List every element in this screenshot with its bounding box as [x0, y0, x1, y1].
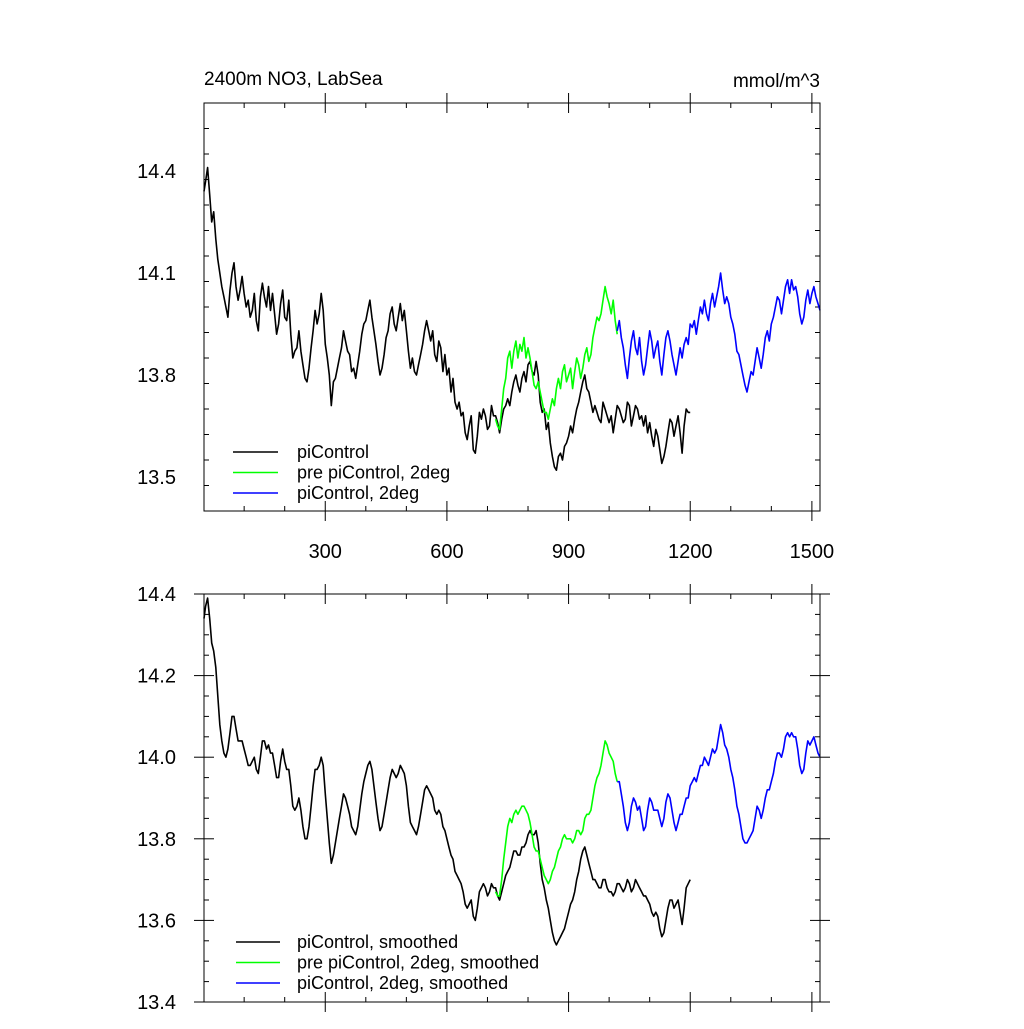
top-legend-label-2: piControl, 2deg [297, 483, 419, 503]
bottom-series [203, 597, 821, 946]
bottom-series-line-1 [494, 740, 618, 897]
bottom-y-tick-label: 13.4 [137, 992, 176, 1014]
top-x-tick-label: 1500 [790, 541, 835, 563]
top-y-tick-label: 14.1 [137, 263, 176, 285]
top-x-tick-label: 1200 [668, 541, 713, 563]
bottom-series-line-0 [203, 597, 691, 946]
bottom-series-line-2 [617, 723, 821, 844]
top-legend-label-0: piControl [297, 442, 369, 462]
top-axis-ticks: 300 600 900 1200 1500 13.5 13.8 14.1 14.4 [137, 93, 834, 563]
bottom-y-tick-label: 14.4 [137, 584, 176, 606]
bottom-axis-ticks: 13.4 13.6 13.8 14.0 14.2 14.4 [137, 584, 830, 1014]
top-legend-label-1: pre piControl, 2deg [297, 463, 450, 483]
top-panel: 2400m NO3, LabSea mmol/m^3 300 600 900 1200… [137, 69, 834, 563]
bottom-legend-label-0: piControl, smoothed [297, 932, 458, 952]
bottom-panel: 13.4 13.6 13.8 14.0 14.2 14.4 piControl, smoo… [137, 584, 830, 1014]
top-series [203, 166, 821, 471]
bottom-legend-label-2: piControl, 2deg, smoothed [297, 973, 508, 993]
top-series-line-1 [494, 285, 618, 431]
bottom-plot-frame [203, 593, 821, 1003]
top-chart-title: 2400m NO3, LabSea [204, 69, 383, 90]
bottom-y-tick-label: 14.0 [137, 747, 176, 769]
top-y-tick-label: 14.4 [137, 161, 176, 183]
bottom-y-tick-label: 13.6 [137, 910, 176, 932]
top-series-line-0 [203, 166, 691, 471]
top-chart-units: mmol/m^3 [733, 71, 820, 92]
top-x-tick-label: 600 [430, 541, 463, 563]
top-y-tick-label: 13.5 [137, 467, 176, 489]
top-y-tick-label: 13.8 [137, 365, 176, 387]
top-series-line-2 [616, 272, 821, 393]
top-x-tick-label: 900 [552, 541, 585, 563]
top-plot-frame [203, 102, 821, 512]
bottom-y-tick-label: 14.2 [137, 666, 176, 688]
bottom-y-tick-label: 13.8 [137, 829, 176, 851]
top-x-tick-label: 300 [309, 541, 342, 563]
bottom-legend-label-1: pre piControl, 2deg, smoothed [297, 953, 539, 973]
